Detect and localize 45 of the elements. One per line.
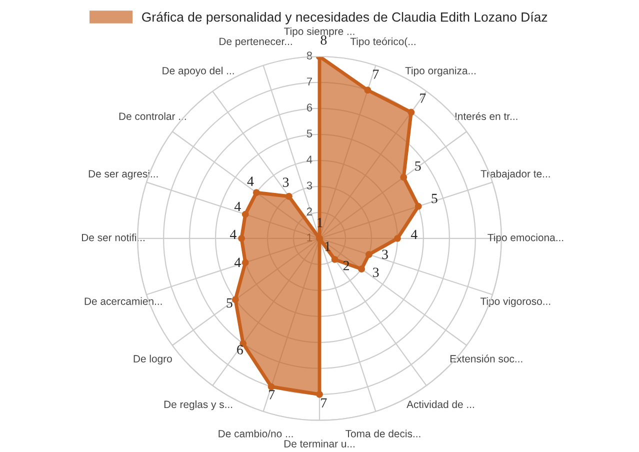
- spoke-label: De apoyo del ...: [162, 66, 234, 76]
- data-label: 5: [432, 194, 438, 204]
- data-label: 4: [230, 230, 236, 239]
- y-tick-label: 8: [306, 52, 312, 60]
- legend-label: Gráfica de personalidad y necesidades de Claudia Edith Lozano Díaz: [142, 12, 548, 24]
- y-tick-label: 3: [306, 182, 312, 190]
- spoke-label: Interés en tr...: [455, 112, 518, 120]
- spoke-label: Extensión soc...: [450, 354, 522, 362]
- data-label: 5: [415, 161, 421, 171]
- data-label: 5: [226, 298, 232, 308]
- data-label: 7: [420, 94, 426, 103]
- spoke-label: De ser agresi...: [88, 170, 158, 180]
- spoke-label: De acercamien...: [84, 297, 162, 305]
- y-tick-label: 1: [307, 234, 312, 242]
- y-tick-label: 4: [306, 156, 312, 164]
- spoke-label: Tipo siempre ...: [284, 27, 354, 38]
- y-tick-label: 6: [306, 104, 312, 112]
- spoke-label: De reglas y s...: [164, 400, 232, 410]
- data-label: 4: [410, 230, 418, 239]
- spoke-label: Actividad de ...: [406, 400, 474, 408]
- spoke-label: Tipo emociona...: [488, 234, 564, 244]
- spoke-label: De ser notifi...: [82, 234, 144, 242]
- data-label: 4: [234, 202, 241, 212]
- spoke-label: Tipo teórico(...: [350, 37, 416, 48]
- data-label: 3: [373, 268, 379, 278]
- data-label: 4: [247, 176, 254, 186]
- spoke-label: De logro: [134, 354, 172, 365]
- data-label: 7: [373, 70, 379, 79]
- y-tick-label: 5: [306, 130, 312, 138]
- y-tick-label: 7: [306, 78, 312, 86]
- y-tick-label: 2: [306, 208, 312, 216]
- data-label: 7: [269, 390, 275, 400]
- data-label: 4: [234, 258, 241, 267]
- data-label: 1: [325, 242, 330, 251]
- data-label: 8: [320, 35, 327, 45]
- spoke-label: De pertenecer...: [220, 38, 292, 48]
- spoke-label: Toma de decis...: [346, 430, 420, 438]
- data-label: 6: [237, 345, 243, 354]
- spoke-label: De terminar u...: [284, 440, 354, 448]
- data-label: 3: [382, 250, 388, 260]
- spoke-label: Tipo organiza...: [405, 66, 476, 76]
- spoke-label: De cambio/no ...: [218, 430, 293, 438]
- data-label: 3: [282, 178, 289, 187]
- data-label: 7: [321, 398, 327, 408]
- spoke-label: Trabajador te...: [480, 170, 550, 180]
